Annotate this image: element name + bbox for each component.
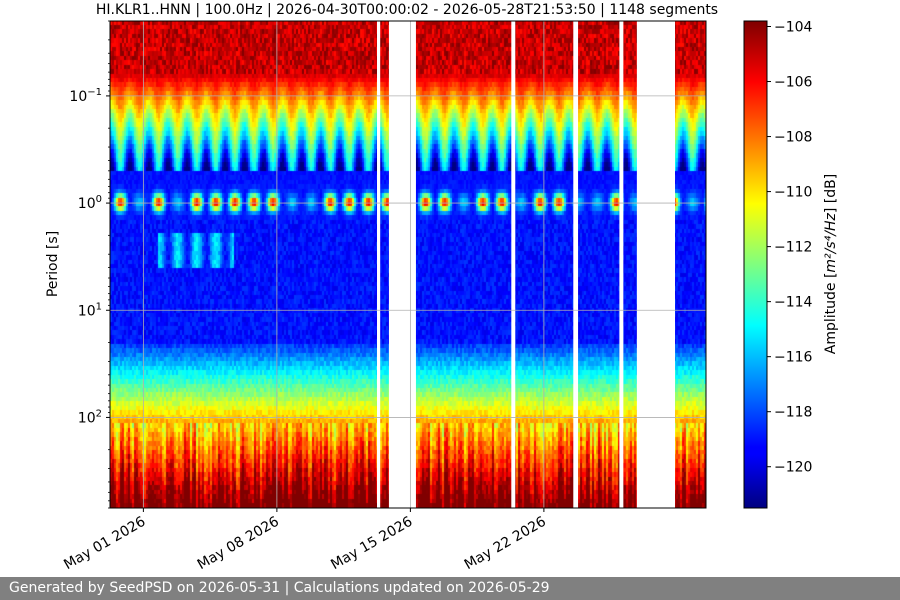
colorbar-tick-label: −106	[774, 75, 813, 91]
colorbar-tick-label: −108	[774, 130, 812, 146]
colorbar-tick-label: −116	[774, 350, 813, 366]
colorbar-label-unit: m²/s⁴/Hz	[823, 212, 839, 272]
data-gap	[573, 21, 579, 508]
colorbar	[743, 20, 768, 509]
data-gap	[619, 21, 624, 508]
colorbar-label-suffix: ] [dB]	[823, 174, 839, 213]
x-axis: May 01 2026 May 08 2026 May 15 2026 May 22 …	[61, 508, 549, 573]
y-tick-label: 100	[78, 194, 102, 212]
plot-area	[110, 21, 706, 508]
colorbar-tick-label: −110	[774, 185, 812, 201]
colorbar-tick-label: −120	[774, 460, 812, 476]
colorbar-tick-label: −104	[774, 20, 813, 36]
data-gap	[377, 21, 381, 508]
colorbar-tick-label: −114	[774, 295, 813, 311]
data-gap	[511, 21, 516, 508]
x-tick-label: May 22 2026	[462, 514, 549, 574]
y-tick-label: 102	[78, 408, 102, 426]
footer-status: Generated by SeedPSD on 2026-05-31 | Cal…	[0, 577, 900, 600]
plot-frame	[109, 20, 707, 509]
y-axis: 10−1 100 101 102	[69, 20, 110, 509]
y-axis-label: Period [s]	[45, 231, 61, 297]
colorbar-ticks: −104 −106 −108 −110 −112 −114 −116 −118 −120	[767, 20, 813, 476]
x-tick-label: May 15 2026	[328, 514, 415, 574]
y-tick-label: 10−1	[69, 87, 102, 105]
colorbar-label-prefix: Amplitude [	[823, 273, 839, 355]
colorbar-tick-label: −112	[774, 240, 812, 256]
x-tick-label: May 08 2026	[195, 514, 282, 574]
colorbar-label: Amplitude [m²/s⁴/Hz] [dB]	[823, 174, 839, 354]
data-gap	[388, 21, 416, 508]
y-tick-label: 101	[78, 301, 102, 319]
data-gap	[636, 21, 676, 508]
x-tick-label: May 01 2026	[61, 514, 148, 574]
chart-title: HI.KLR1..HNN | 100.0Hz | 2026-04-30T00:0…	[96, 2, 718, 18]
colorbar-tick-label: −118	[774, 405, 812, 421]
